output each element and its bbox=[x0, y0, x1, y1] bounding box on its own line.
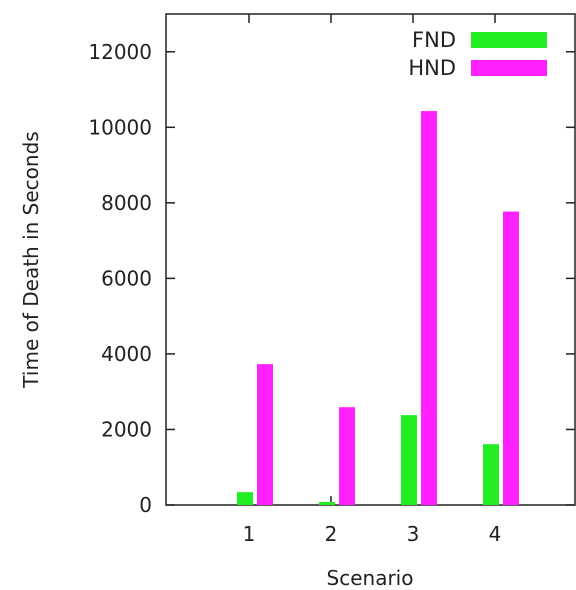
y-tick-label: 0 bbox=[139, 493, 152, 517]
legend-swatch-fnd bbox=[471, 32, 547, 48]
legend-label-fnd: FND bbox=[412, 28, 456, 52]
bar-fnd-4 bbox=[483, 444, 499, 505]
x-axis-label: Scenario bbox=[327, 566, 414, 590]
legend: FND HND bbox=[408, 28, 547, 80]
y-tick-label: 4000 bbox=[101, 342, 152, 366]
bar-hnd-4 bbox=[503, 211, 519, 505]
bar-fnd-3 bbox=[401, 415, 417, 505]
bar-fnd-2 bbox=[319, 501, 335, 505]
bar-hnd-1 bbox=[257, 364, 273, 505]
y-tick-label: 12000 bbox=[88, 40, 152, 64]
bar-hnd-2 bbox=[339, 407, 355, 505]
x-tick-label: 2 bbox=[325, 522, 338, 546]
y-axis-ticks: 0 2000 4000 6000 8000 10000 12000 bbox=[88, 40, 575, 517]
plot-frame bbox=[165, 13, 576, 506]
bars bbox=[237, 111, 519, 505]
x-axis-ticks: 1 2 3 4 bbox=[243, 14, 502, 546]
x-tick-label: 4 bbox=[489, 522, 502, 546]
y-tick-label: 6000 bbox=[101, 266, 152, 290]
legend-label-hnd: HND bbox=[408, 56, 456, 80]
y-tick-label: 8000 bbox=[101, 191, 152, 215]
y-tick-label: 2000 bbox=[101, 417, 152, 441]
bar-hnd-3 bbox=[421, 111, 437, 505]
y-axis-label: Time of Death in Seconds bbox=[19, 131, 43, 388]
legend-swatch-hnd bbox=[471, 60, 547, 76]
x-tick-label: 3 bbox=[407, 522, 420, 546]
x-tick-label: 1 bbox=[243, 522, 256, 546]
y-tick-label: 10000 bbox=[88, 115, 152, 139]
bar-fnd-1 bbox=[237, 492, 253, 505]
